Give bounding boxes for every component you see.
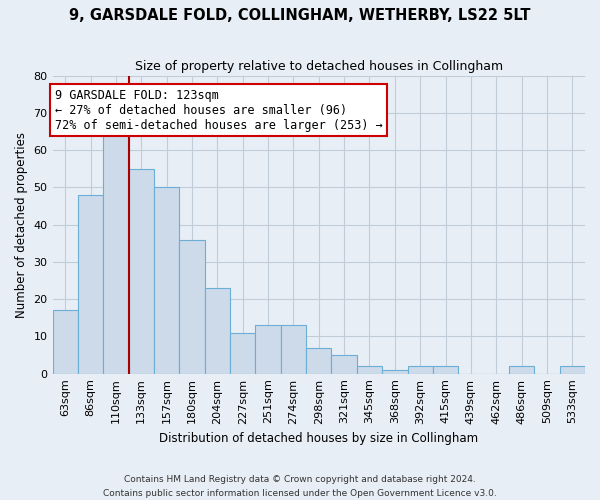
- Bar: [154, 188, 179, 374]
- X-axis label: Distribution of detached houses by size in Collingham: Distribution of detached houses by size …: [159, 432, 478, 445]
- Bar: [560, 366, 585, 374]
- Bar: [433, 366, 458, 374]
- Title: Size of property relative to detached houses in Collingham: Size of property relative to detached ho…: [135, 60, 503, 73]
- Bar: [205, 288, 230, 374]
- Bar: [306, 348, 331, 374]
- Bar: [407, 366, 433, 374]
- Bar: [382, 370, 407, 374]
- Text: 9, GARSDALE FOLD, COLLINGHAM, WETHERBY, LS22 5LT: 9, GARSDALE FOLD, COLLINGHAM, WETHERBY, …: [69, 8, 531, 22]
- Bar: [103, 124, 128, 374]
- Bar: [331, 355, 357, 374]
- Text: 9 GARSDALE FOLD: 123sqm
← 27% of detached houses are smaller (96)
72% of semi-de: 9 GARSDALE FOLD: 123sqm ← 27% of detache…: [55, 88, 382, 132]
- Bar: [179, 240, 205, 374]
- Bar: [53, 310, 78, 374]
- Bar: [509, 366, 534, 374]
- Bar: [281, 325, 306, 374]
- Bar: [230, 332, 256, 374]
- Bar: [256, 325, 281, 374]
- Bar: [78, 195, 103, 374]
- Text: Contains HM Land Registry data © Crown copyright and database right 2024.
Contai: Contains HM Land Registry data © Crown c…: [103, 476, 497, 498]
- Bar: [128, 168, 154, 374]
- Y-axis label: Number of detached properties: Number of detached properties: [15, 132, 28, 318]
- Bar: [357, 366, 382, 374]
